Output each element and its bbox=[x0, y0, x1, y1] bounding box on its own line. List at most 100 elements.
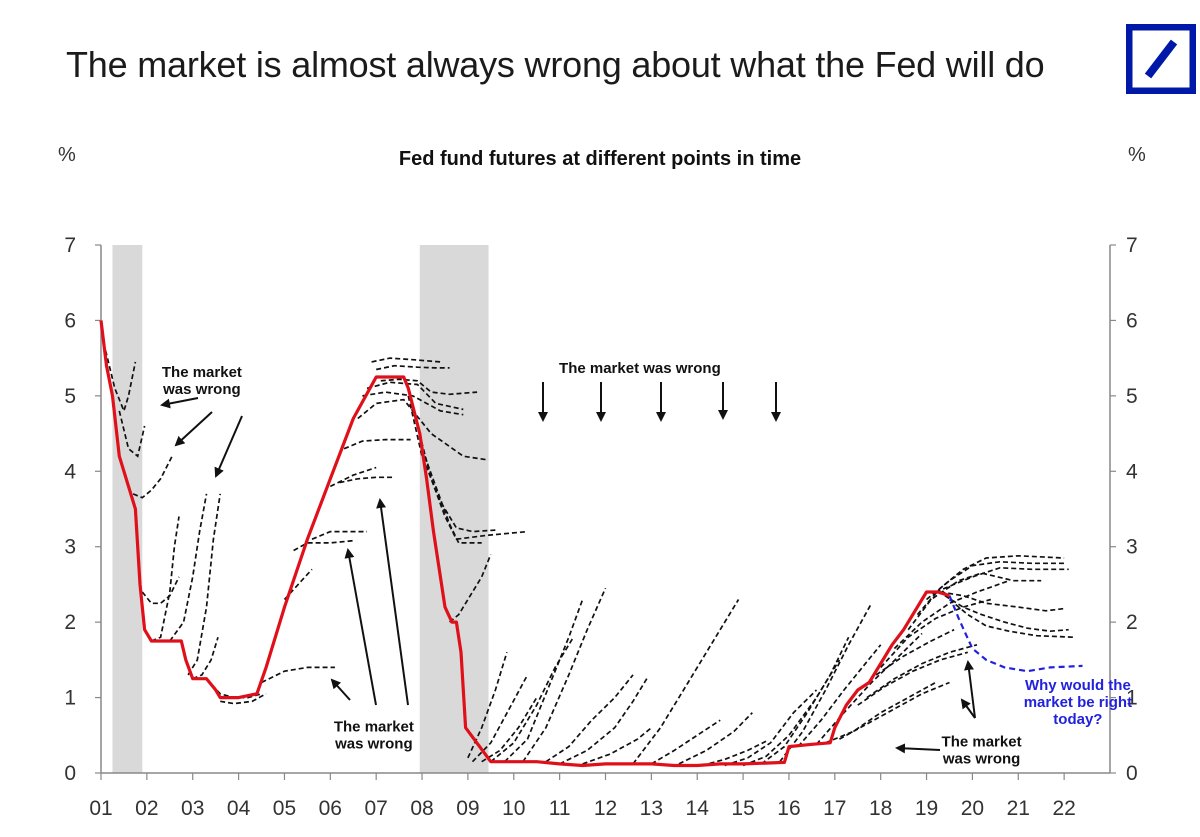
annotation-arrow bbox=[330, 678, 351, 701]
right-axis-unit: % bbox=[1128, 144, 1146, 166]
y-tick-label-right: 7 bbox=[1126, 234, 1138, 257]
futures-curve bbox=[797, 644, 882, 748]
y-tick-label-left: 7 bbox=[64, 234, 76, 257]
y-tick-label-left: 2 bbox=[64, 611, 76, 634]
annotation-arrow bbox=[960, 698, 976, 719]
x-tick-label: 03 bbox=[181, 797, 204, 820]
futures-curve bbox=[880, 598, 992, 668]
x-tick-label: 14 bbox=[686, 797, 710, 820]
chart-title: Fed fund futures at different points in … bbox=[398, 148, 802, 170]
futures-curve bbox=[132, 455, 173, 499]
x-tick-label: 15 bbox=[731, 797, 754, 820]
y-tick-label-right: 2 bbox=[1126, 611, 1138, 634]
futures-curve bbox=[357, 398, 489, 461]
futures-curve bbox=[893, 579, 1010, 650]
futures-curve bbox=[151, 516, 180, 642]
futures-curve bbox=[104, 350, 137, 414]
futures-curve bbox=[504, 599, 584, 763]
y-tick-label-right: 6 bbox=[1126, 309, 1138, 332]
futures-curve bbox=[311, 530, 367, 540]
fed-funds-rate-line bbox=[99, 320, 950, 768]
futures-curve bbox=[701, 740, 767, 767]
y-tick-label-left: 6 bbox=[64, 309, 76, 332]
y-tick-label-right: 1 bbox=[1126, 687, 1138, 710]
futures-curve bbox=[169, 493, 208, 642]
y-tick-label-left: 5 bbox=[64, 385, 76, 408]
futures-curve bbox=[376, 364, 450, 371]
futures-curve bbox=[944, 594, 1069, 633]
futures-curve bbox=[471, 674, 529, 763]
x-tick-label: 16 bbox=[777, 797, 800, 820]
futures-curve bbox=[632, 599, 740, 765]
x-tick-label: 10 bbox=[502, 797, 525, 820]
futures-curve bbox=[421, 448, 482, 544]
futures-curve bbox=[220, 693, 267, 705]
futures-curve bbox=[875, 628, 955, 676]
futures-curve bbox=[916, 554, 1065, 616]
futures-curve bbox=[582, 727, 652, 765]
deutsche-bank-logo-icon bbox=[1126, 24, 1196, 94]
x-tick-label: 22 bbox=[1052, 797, 1075, 820]
current-futures-curve bbox=[948, 595, 1083, 673]
futures-curve bbox=[760, 636, 850, 765]
futures-curve bbox=[779, 602, 873, 763]
futures-curve bbox=[467, 652, 508, 759]
x-tick-label: 02 bbox=[135, 797, 158, 820]
x-tick-label: 07 bbox=[365, 797, 388, 820]
headline: The market is almost always wrong about … bbox=[66, 44, 1045, 85]
annotation-text: The market was wrong bbox=[942, 734, 1022, 768]
futures-curve bbox=[857, 651, 969, 706]
y-tick-label-right: 5 bbox=[1126, 385, 1138, 408]
x-tick-label: 09 bbox=[456, 797, 479, 820]
y-tick-label-right: 0 bbox=[1126, 762, 1138, 785]
futures-curve bbox=[907, 572, 1042, 631]
annotation-text: The market was wrong bbox=[334, 719, 414, 753]
futures-curve bbox=[925, 560, 1065, 601]
x-tick-label: 13 bbox=[640, 797, 663, 820]
x-tick-label: 21 bbox=[1007, 797, 1030, 820]
futures-curve bbox=[948, 598, 1074, 639]
x-tick-label: 17 bbox=[823, 797, 846, 820]
annotation-text: Why would the market be right today? bbox=[1024, 677, 1132, 728]
x-tick-label: 05 bbox=[273, 797, 296, 820]
futures-curve bbox=[118, 410, 146, 458]
annotation-text: The market was wrong bbox=[559, 360, 721, 377]
futures-curve bbox=[559, 678, 648, 765]
futures-curve bbox=[407, 395, 496, 533]
recession-band bbox=[112, 245, 143, 773]
futures-curve bbox=[366, 381, 464, 411]
annotation-text: The market was wrong bbox=[162, 364, 242, 398]
futures-curve bbox=[724, 689, 818, 767]
futures-curve bbox=[522, 587, 607, 763]
futures-curve bbox=[866, 643, 978, 699]
futures-curve bbox=[481, 697, 538, 763]
annotation-arrow bbox=[174, 411, 213, 447]
annotation-arrow bbox=[895, 743, 941, 754]
futures-curve bbox=[449, 553, 492, 623]
futures-curve bbox=[187, 493, 222, 676]
futures-curve bbox=[343, 438, 411, 450]
futures-curve bbox=[490, 636, 575, 763]
futures-curve bbox=[545, 674, 634, 763]
annotation-arrow bbox=[160, 397, 199, 409]
futures-curve bbox=[935, 566, 1069, 593]
y-tick-label-left: 3 bbox=[64, 536, 76, 559]
futures-curve bbox=[371, 357, 441, 363]
y-tick-label-right: 4 bbox=[1126, 460, 1138, 483]
futures-curve bbox=[141, 576, 180, 605]
x-tick-label: 01 bbox=[89, 797, 112, 820]
y-tick-label-left: 4 bbox=[64, 460, 76, 483]
x-tick-label: 08 bbox=[410, 797, 433, 820]
x-tick-label: 20 bbox=[961, 797, 984, 820]
futures-curve bbox=[742, 659, 841, 767]
y-tick-label-left: 1 bbox=[64, 687, 76, 710]
y-tick-label-right: 3 bbox=[1126, 536, 1138, 559]
x-tick-label: 11 bbox=[549, 797, 571, 820]
futures-curve bbox=[293, 539, 354, 552]
futures-curve bbox=[650, 719, 721, 765]
x-tick-label: 04 bbox=[227, 797, 251, 820]
futures-curve bbox=[815, 632, 923, 745]
futures-curve bbox=[362, 391, 464, 416]
futures-curve bbox=[329, 466, 377, 488]
annotation-arrow bbox=[964, 660, 976, 719]
